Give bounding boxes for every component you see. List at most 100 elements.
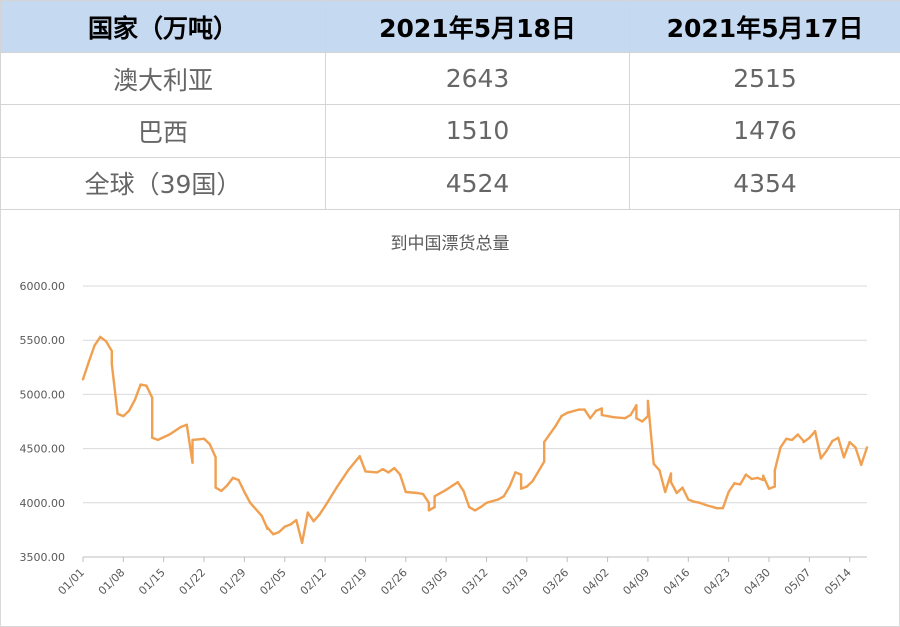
data-point (744, 473, 748, 476)
data-point (635, 417, 638, 420)
data-table: 国家（万吨） 2021年5月18日 2021年5月17日 澳大利亚 2643 2… (0, 0, 900, 211)
data-point (842, 456, 846, 459)
data-point (110, 362, 114, 366)
data-point (802, 440, 805, 444)
data-point (387, 471, 390, 474)
data-point (133, 398, 137, 402)
data-point (773, 485, 776, 488)
data-point (485, 501, 488, 504)
data-point (150, 436, 154, 439)
data-point (473, 509, 477, 512)
data-point (860, 463, 863, 467)
data-point (272, 533, 275, 536)
data-point (323, 504, 327, 508)
data-point (727, 490, 730, 494)
data-point (542, 440, 546, 444)
data-point (99, 335, 102, 339)
header-country: 国家（万吨） (0, 0, 326, 53)
data-point (433, 505, 436, 509)
data-point (393, 466, 396, 470)
data-point (87, 360, 90, 364)
x-tick-label: 04/16 (661, 566, 693, 598)
data-point (179, 425, 183, 429)
table-cell-country: 巴西 (0, 104, 326, 158)
table-row: 巴西 1510 1476 (0, 104, 900, 158)
data-point (594, 409, 598, 412)
data-point (704, 503, 707, 507)
data-point (698, 501, 702, 504)
data-point (335, 486, 338, 489)
chart-container: 到中国漂货总量 3500.00 4000.00 4500.00 5000.00 5500… (0, 210, 900, 627)
data-point (295, 518, 298, 522)
header-date-may-18: 2021年5月18日 (325, 0, 630, 53)
data-point (421, 492, 425, 496)
x-tick-label: 03/19 (499, 566, 531, 598)
data-point (589, 417, 592, 420)
x-tick-label: 03/26 (540, 566, 572, 598)
data-point (496, 498, 500, 501)
data-point (652, 462, 655, 465)
data-point (600, 407, 604, 410)
data-point (364, 470, 367, 473)
data-point (225, 484, 229, 487)
data-point (612, 415, 615, 419)
data-point (808, 436, 811, 439)
data-point (266, 526, 269, 529)
data-point (566, 411, 569, 415)
data-point (312, 520, 315, 523)
data-point (479, 505, 482, 509)
data-point (721, 507, 725, 510)
x-tick-label: 01/15 (136, 566, 168, 598)
data-point (646, 414, 650, 418)
data-point (300, 541, 304, 545)
y-tick-label: 5500.00 (20, 334, 66, 347)
table-cell-value: 4354 (629, 156, 900, 211)
data-point (629, 413, 632, 417)
data-point (306, 511, 310, 514)
data-point (93, 344, 96, 347)
data-point (779, 446, 782, 449)
table-cell-value: 2515 (629, 51, 900, 106)
data-point (542, 460, 546, 463)
x-tick-label: 01/29 (217, 566, 249, 598)
x-axis: 01/01 01/08 01/15 01/22 01/29 02/05 02/12 02/19… (56, 557, 854, 598)
data-point (865, 446, 869, 449)
data-point (681, 486, 684, 489)
x-tick-label: 03/12 (459, 566, 491, 598)
data-point (346, 469, 350, 472)
gridlines (83, 285, 867, 558)
data-point (831, 439, 834, 443)
data-point (398, 473, 402, 476)
series-layer (81, 335, 869, 545)
x-tick-label: 02/19 (338, 566, 370, 598)
data-point (762, 478, 765, 482)
data-point (358, 454, 361, 458)
data-point (375, 471, 379, 474)
data-point (289, 523, 292, 526)
data-point (168, 433, 171, 436)
data-point (756, 476, 759, 480)
x-tick-label: 01/01 (56, 566, 88, 598)
data-point (854, 446, 857, 449)
data-point (762, 474, 765, 477)
data-point (404, 490, 408, 494)
data-point (145, 384, 148, 387)
data-point (767, 487, 771, 490)
chart-title: 到中国漂货总量 (391, 234, 510, 254)
table-row: 全球（39国） 4524 4354 (0, 156, 900, 211)
data-point (715, 507, 719, 510)
data-point (796, 433, 800, 436)
data-point (790, 438, 794, 442)
y-tick-label: 4000.00 (20, 497, 66, 510)
x-tick-label: 05/07 (782, 566, 814, 598)
y-tick-label: 3500.00 (20, 551, 66, 564)
table-header-row: 国家（万吨） 2021年5月18日 2021年5月17日 (0, 0, 900, 53)
data-point (260, 514, 263, 518)
y-tick-label: 5000.00 (20, 388, 66, 401)
table-cell-value: 4524 (325, 156, 630, 211)
data-point (658, 469, 661, 472)
header-date-may-17: 2021年5月17日 (629, 0, 900, 53)
x-tick-label: 01/22 (177, 566, 209, 598)
data-point (156, 438, 160, 442)
data-point (669, 472, 673, 475)
